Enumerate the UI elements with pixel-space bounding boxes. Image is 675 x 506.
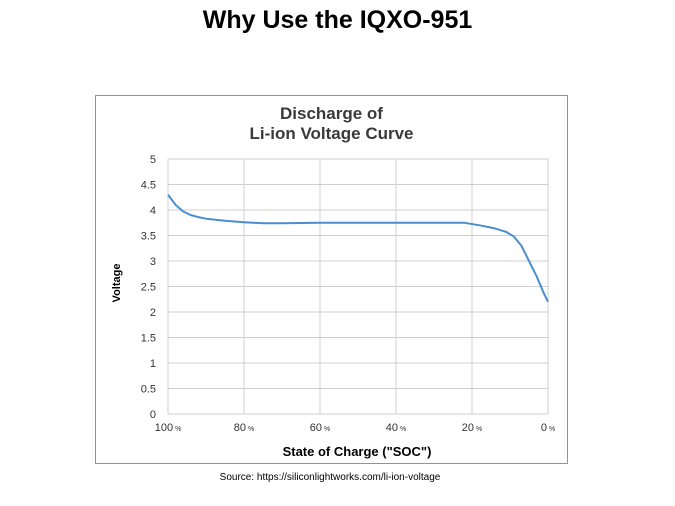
y-axis-label: Voltage <box>111 264 123 303</box>
x-tick-label: 80% <box>234 422 254 434</box>
y-tick-label: 0.5 <box>141 384 156 396</box>
y-tick-label: 1 <box>150 358 156 370</box>
y-tick-label: 1.5 <box>141 333 156 345</box>
voltage-curve-line <box>167 194 549 303</box>
chart-title-line1: Discharge of <box>280 104 383 123</box>
chart-frame <box>95 95 568 464</box>
y-tick-label: 0 <box>150 409 156 421</box>
y-tick-label: 3.5 <box>141 231 156 243</box>
slide-title: Why Use the IQXO-951 <box>202 6 473 34</box>
y-tick-label: 5 <box>150 154 156 166</box>
chart-title-line2: Li-ion Voltage Curve <box>249 124 414 143</box>
source-citation: Source: https://siliconlightworks.com/li… <box>219 472 441 483</box>
x-tick-label: 60% <box>310 422 330 434</box>
x-tick-label: 40% <box>386 422 406 434</box>
x-tick-labels: 100% 80% 60% 40% 20% 0% <box>155 422 555 434</box>
x-tick-label: 20% <box>462 422 482 434</box>
y-tick-label: 2.5 <box>141 282 156 294</box>
y-tick-label: 2 <box>150 307 156 319</box>
y-tick-labels: 0 0.5 1 1.5 2 2.5 3 3.5 4 4.5 5 <box>141 154 156 421</box>
x-axis-label: State of Charge ("SOC") <box>283 444 432 459</box>
grid-lines <box>167 158 549 415</box>
y-tick-label: 4 <box>150 205 156 217</box>
x-tick-label: 100% <box>155 422 182 434</box>
y-tick-label: 4.5 <box>141 180 156 192</box>
y-tick-label: 3 <box>150 256 156 268</box>
chart-title: Discharge of Li-ion Voltage Curve <box>95 104 568 144</box>
x-tick-label: 0% <box>541 422 555 434</box>
